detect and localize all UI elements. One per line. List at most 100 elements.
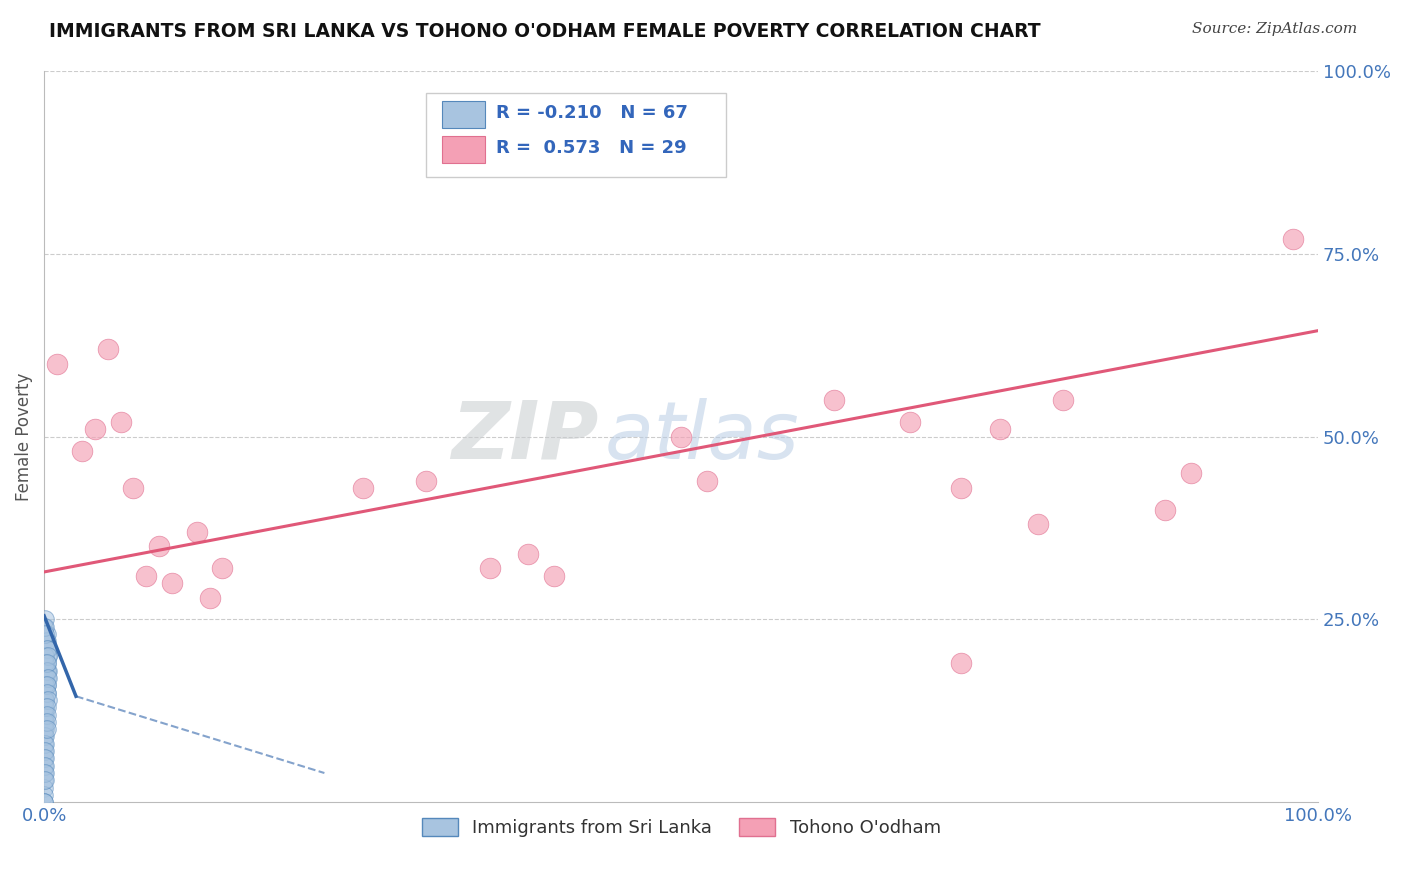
Point: [35, 641, 58, 656]
Point: [35, 678, 58, 692]
Point: [32, 664, 55, 678]
Point: [37, 648, 59, 663]
Text: R = -0.210   N = 67: R = -0.210 N = 67: [496, 103, 689, 121]
Point: [34, 758, 56, 772]
Point: [135, 568, 157, 582]
Point: [34, 627, 56, 641]
Point: [34, 773, 56, 788]
Point: [823, 393, 845, 408]
Point: [1281, 232, 1303, 246]
Point: [1026, 517, 1049, 532]
Point: [32, 795, 55, 809]
Point: [198, 591, 221, 605]
Point: [37, 664, 59, 678]
Point: [34, 714, 56, 729]
Point: [517, 547, 540, 561]
Point: [148, 539, 170, 553]
Point: [34, 722, 56, 736]
Point: [35, 671, 58, 685]
Point: [415, 474, 437, 488]
Point: [32, 795, 55, 809]
Point: [37, 648, 59, 663]
Point: [32, 620, 55, 634]
Point: [34, 730, 56, 744]
Point: [35, 707, 58, 722]
Point: [35, 685, 58, 699]
Point: [34, 671, 56, 685]
Point: [35, 685, 58, 699]
Point: [34, 766, 56, 780]
Point: [32, 751, 55, 765]
FancyBboxPatch shape: [441, 101, 485, 128]
Point: [35, 657, 58, 671]
Text: atlas: atlas: [605, 398, 800, 475]
Point: [211, 561, 233, 575]
Point: [669, 430, 692, 444]
Point: [950, 481, 973, 495]
Point: [34, 671, 56, 685]
Point: [35, 700, 58, 714]
Point: [34, 648, 56, 663]
Point: [34, 744, 56, 758]
Point: [479, 561, 502, 575]
Point: [1154, 503, 1177, 517]
Point: [32, 780, 55, 795]
Text: IMMIGRANTS FROM SRI LANKA VS TOHONO O'ODHAM FEMALE POVERTY CORRELATION CHART: IMMIGRANTS FROM SRI LANKA VS TOHONO O'OD…: [49, 22, 1040, 41]
Point: [37, 671, 59, 685]
Point: [37, 641, 59, 656]
Point: [34, 657, 56, 671]
Point: [543, 568, 565, 582]
Point: [84, 422, 107, 436]
Point: [352, 481, 374, 495]
Point: [32, 657, 55, 671]
Point: [34, 612, 56, 626]
Point: [32, 730, 55, 744]
Point: [122, 481, 145, 495]
Point: [34, 693, 56, 707]
Legend: Immigrants from Sri Lanka, Tohono O'odham: Immigrants from Sri Lanka, Tohono O'odha…: [415, 811, 948, 845]
Point: [1052, 393, 1074, 408]
Point: [32, 766, 55, 780]
Point: [35, 657, 58, 671]
Point: [950, 657, 973, 671]
Point: [160, 575, 183, 590]
Point: [34, 620, 56, 634]
Point: [32, 758, 55, 772]
Point: [32, 685, 55, 699]
Point: [34, 693, 56, 707]
Point: [72, 444, 94, 458]
Point: [32, 722, 55, 736]
Point: [32, 714, 55, 729]
Point: [32, 634, 55, 648]
Point: [45, 357, 67, 371]
Point: [34, 751, 56, 765]
Point: [34, 707, 56, 722]
Point: [900, 415, 922, 429]
Point: [35, 634, 58, 648]
Point: [110, 415, 132, 429]
Point: [34, 700, 56, 714]
Point: [32, 744, 55, 758]
Point: [35, 664, 58, 678]
Point: [35, 641, 58, 656]
Point: [35, 627, 58, 641]
Point: [32, 737, 55, 751]
Point: [97, 342, 120, 356]
FancyBboxPatch shape: [441, 136, 485, 163]
Point: [32, 700, 55, 714]
Point: [35, 678, 58, 692]
Point: [37, 693, 59, 707]
Point: [34, 678, 56, 692]
Text: Source: ZipAtlas.com: Source: ZipAtlas.com: [1191, 22, 1357, 37]
Point: [35, 722, 58, 736]
Text: R =  0.573   N = 29: R = 0.573 N = 29: [496, 139, 688, 157]
Point: [988, 422, 1011, 436]
Point: [1180, 467, 1202, 481]
Point: [34, 678, 56, 692]
Point: [34, 664, 56, 678]
Point: [34, 693, 56, 707]
Point: [696, 474, 718, 488]
Point: [34, 700, 56, 714]
Point: [32, 773, 55, 788]
Point: [34, 737, 56, 751]
